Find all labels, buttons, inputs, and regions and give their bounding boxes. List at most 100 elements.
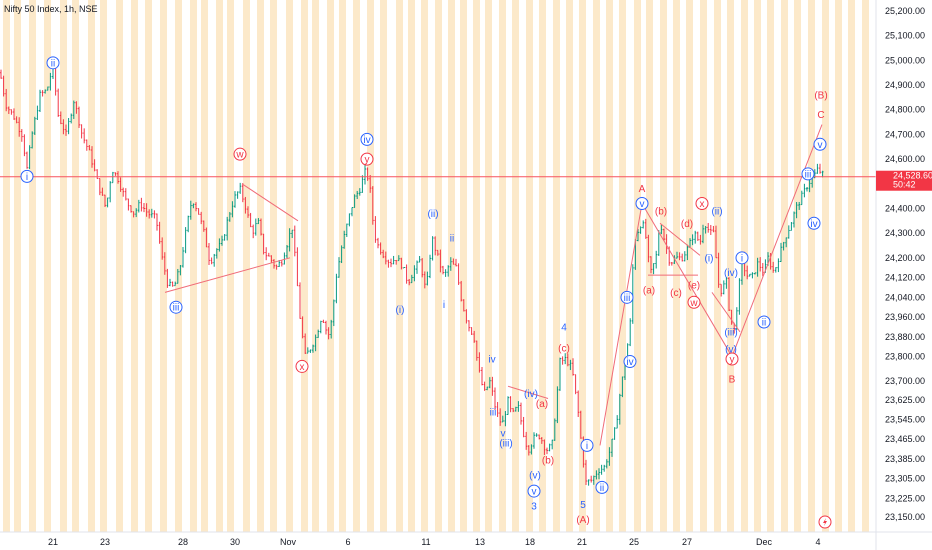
- last-price-box: [876, 170, 932, 191]
- wave-label-text: (e): [688, 280, 700, 291]
- session-band: [512, 0, 519, 532]
- x-tick-label: Dec: [756, 537, 773, 547]
- y-tick-label: 24,700.00: [885, 129, 925, 139]
- wave-label-text: i: [443, 300, 445, 311]
- wave-label-text: iv: [626, 357, 633, 368]
- wave-label: w: [687, 295, 701, 309]
- session-band: [227, 0, 234, 532]
- trendline: [659, 222, 701, 256]
- x-tick-label: 11: [421, 537, 430, 547]
- wave-label-text: (b): [655, 206, 667, 217]
- wave-label-text: v: [501, 429, 506, 440]
- y-tick-label: 25,200.00: [885, 6, 925, 16]
- wave-label: C: [817, 110, 824, 121]
- session-band: [380, 0, 387, 532]
- wave-label: iv: [488, 355, 495, 366]
- wave-label: y: [725, 352, 739, 366]
- wave-label: iii: [490, 408, 497, 419]
- wave-label-text: ii: [600, 483, 604, 494]
- wave-label: (a): [643, 285, 655, 296]
- x-tick-label: 25: [629, 537, 639, 547]
- last-price-value: 24,528.60: [893, 171, 932, 181]
- session-band: [686, 0, 693, 532]
- session-band: [301, 0, 308, 532]
- wave-label-text: (iii): [724, 327, 737, 338]
- wave-label-text: v: [532, 487, 537, 498]
- wave-label-text: (c): [558, 343, 570, 354]
- wave-label: (iii): [499, 438, 512, 449]
- wave-label-text: (b): [542, 456, 554, 467]
- wave-label: iii: [169, 300, 183, 314]
- x-axis-panel[interactable]: [0, 532, 932, 550]
- session-band: [44, 0, 51, 532]
- trendline: [241, 183, 299, 222]
- wave-label-text: x: [700, 199, 705, 210]
- wave-label-text: y: [365, 155, 370, 166]
- wave-label: 3: [531, 501, 537, 512]
- wave-label-text: i: [26, 172, 28, 183]
- wave-label: iv: [807, 216, 821, 230]
- session-band: [396, 0, 403, 532]
- wave-label: A: [639, 184, 646, 195]
- y-tick-label: 23,960.00: [885, 312, 925, 322]
- session-band: [435, 0, 442, 532]
- wave-label: 5: [580, 500, 586, 511]
- wave-label: (ii): [711, 206, 722, 217]
- y-tick-label: 23,625.00: [885, 395, 925, 405]
- wave-label-text: iv: [363, 135, 370, 146]
- wave-label: (iv): [724, 268, 738, 279]
- session-band: [862, 0, 869, 532]
- y-tick-label: 24,900.00: [885, 80, 925, 90]
- session-band: [216, 0, 223, 532]
- session-band: [485, 0, 492, 532]
- session-band: [634, 0, 641, 532]
- session-band: [353, 0, 360, 532]
- y-tick-label: 23,225.00: [885, 493, 925, 503]
- session-band: [448, 0, 455, 532]
- x-axis: 21 23 28 30 Nov 6 11 13 18 21 25 27 Dec 4: [48, 537, 821, 547]
- wave-label: ii: [757, 315, 771, 329]
- x-tick-label: 13: [475, 537, 485, 547]
- wave-label-text: (i): [705, 253, 714, 264]
- wave-label: i: [20, 169, 34, 183]
- session-band: [29, 0, 36, 532]
- wave-label: (iii): [724, 327, 737, 338]
- flash-icon[interactable]: [818, 515, 832, 529]
- y-tick-label: 24,800.00: [885, 105, 925, 115]
- x-tick-label: 28: [178, 537, 188, 547]
- wave-label: (A): [576, 515, 589, 526]
- wave-label-text: w: [689, 298, 698, 309]
- wave-label: (v): [725, 345, 737, 356]
- y-tick-label: 24,600.00: [885, 154, 925, 164]
- wave-label: (ii): [427, 209, 438, 220]
- trendline: [599, 203, 643, 446]
- wave-label-text: 4: [561, 322, 567, 333]
- trendline: [507, 385, 549, 399]
- session-band: [60, 0, 67, 532]
- session-band: [566, 0, 573, 532]
- wave-label-text: (ii): [427, 209, 438, 220]
- wave-label: ii: [450, 234, 454, 245]
- session-band: [714, 0, 721, 532]
- y-axis-panel[interactable]: [876, 0, 932, 532]
- x-tick-label: Nov: [280, 537, 297, 547]
- wave-label: (b): [655, 206, 667, 217]
- y-tick-label: 23,545.00: [885, 415, 925, 425]
- y-tick-label: 23,305.00: [885, 474, 925, 484]
- wave-label: x: [295, 359, 309, 373]
- wave-label-text: w: [235, 150, 244, 161]
- wave-label: i: [580, 438, 594, 452]
- wave-label-text: (ii): [711, 206, 722, 217]
- last-price-countdown: 50:42: [893, 180, 916, 190]
- wave-label-text: x: [300, 362, 305, 373]
- session-band: [727, 0, 734, 532]
- wave-label-text: A: [639, 184, 646, 195]
- session-band: [339, 0, 346, 532]
- wave-label-text: iv: [810, 219, 817, 230]
- wave-label-text: i: [741, 253, 743, 264]
- wave-label: i: [443, 300, 445, 311]
- wave-label: (b): [542, 456, 554, 467]
- wave-label-text: (c): [670, 288, 682, 299]
- session-band: [700, 0, 707, 532]
